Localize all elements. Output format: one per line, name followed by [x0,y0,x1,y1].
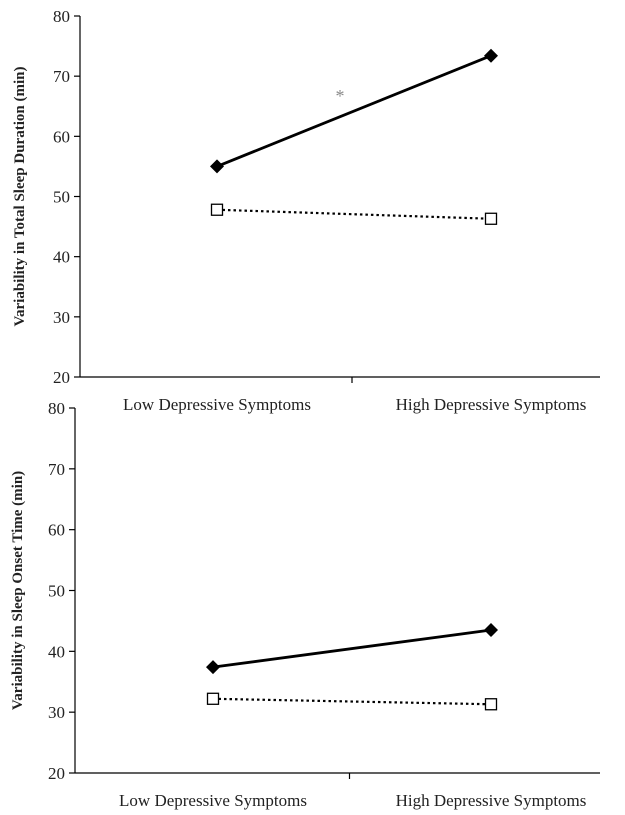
y-tick-label: 60 [53,127,70,146]
y-tick-label: 30 [48,703,65,722]
significance-asterisk: * [336,86,345,106]
chart-panel-1: 20 30 40 50 60 70 80 Low Depressive Symptoms Hig… [12,7,600,414]
series-1-point [484,623,498,638]
y-tick-label: 80 [48,399,65,418]
series-2-line [212,697,492,706]
series-1-line [216,54,492,168]
series-2-point [484,698,498,711]
x-category-label: Low Depressive Symptoms [119,791,307,810]
series-1-line [212,628,492,669]
series-1-point [484,48,498,63]
series-2-point [484,212,498,225]
y-tick-label: 50 [53,188,70,207]
y-tick-label: 70 [48,460,65,479]
y-tick-label: 20 [53,368,70,387]
series-2-line [216,208,492,220]
y-tick-label: 70 [53,67,70,86]
y-tick-label: 60 [48,521,65,540]
series-2-point [210,203,224,216]
y-tick-label: 30 [53,308,70,327]
x-category-label: Low Depressive Symptoms [123,395,311,414]
y-axis-label: Variability in Total Sleep Duration (min… [12,67,28,327]
x-category-label: High Depressive Symptoms [396,395,587,414]
chart-panel-2: 20 30 40 50 60 70 80 Low Depressive Symptoms Hig… [10,399,600,810]
series-2-point [206,692,220,705]
y-tick-label: 80 [53,7,70,26]
y-axis-label: Variability in Sleep Onset Time (min) [10,471,26,710]
y-tick-label: 40 [53,248,70,267]
series-1-point [210,159,224,174]
y-tick-label: 50 [48,582,65,601]
y-tick-label: 20 [48,764,65,783]
y-tick-label: 40 [48,642,65,661]
series-1-point [206,660,220,675]
x-category-label: High Depressive Symptoms [396,791,587,810]
